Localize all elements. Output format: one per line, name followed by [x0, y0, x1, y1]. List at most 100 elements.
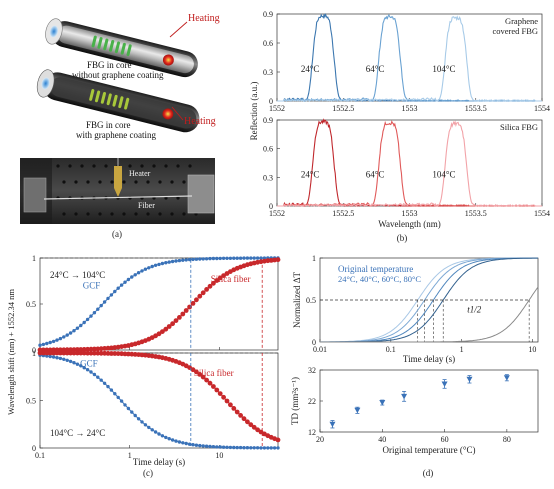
peak-temperature-label: 104°C: [432, 169, 455, 179]
data-point: [44, 350, 50, 356]
data-point: [78, 347, 84, 352]
data-point: [181, 441, 185, 445]
data-point: [275, 437, 281, 443]
table-hole: [134, 180, 138, 184]
y-tick-label: 1: [32, 254, 36, 263]
y-tick-label: 12: [308, 428, 316, 437]
data-point: [232, 445, 236, 450]
data-point: [150, 264, 154, 269]
x-tick-label: 1554: [534, 104, 550, 113]
data-point: [132, 352, 138, 357]
y-tick-label: 0: [32, 346, 36, 355]
data-point: [204, 377, 210, 383]
data-point: [200, 374, 206, 380]
table-hole: [122, 180, 126, 184]
data-point: [204, 444, 209, 448]
table-hole: [170, 212, 174, 216]
data-point: [211, 445, 216, 449]
y-tick-label: 0.6: [263, 145, 273, 154]
y-tick-label: 0.5: [26, 300, 36, 309]
table-hole: [176, 196, 180, 200]
x-tick-label: 80: [503, 435, 511, 444]
x-tick-label: 0.1: [35, 451, 45, 460]
data-point: [221, 445, 226, 449]
table-hole: [182, 180, 186, 184]
table-hole: [188, 164, 192, 168]
data-point: [109, 351, 114, 356]
data-point: [170, 321, 176, 327]
data-point: [180, 311, 186, 317]
data-point: [181, 258, 185, 262]
data-point: [235, 256, 239, 260]
data-point: [102, 346, 107, 351]
data-point: [269, 446, 273, 450]
data-point: [225, 445, 229, 449]
legend-title: Original temperature: [338, 264, 413, 274]
data-point: [221, 256, 226, 260]
x-tick-label: 1552: [269, 104, 285, 113]
data-point: [379, 400, 386, 406]
data-point: [51, 355, 56, 359]
data-point: [191, 257, 195, 262]
y-tick-label: 0.9: [263, 116, 273, 125]
data-point: [238, 413, 244, 418]
data-point: [64, 350, 70, 356]
data-point: [194, 257, 199, 261]
x-tick-label: 10: [528, 345, 536, 354]
fiber-without-graphene-illustration: Heating FBG in core without graphene coa…: [45, 13, 220, 80]
data-point: [249, 256, 253, 260]
data-point: [225, 256, 229, 260]
data-point: [153, 430, 158, 434]
table-hole: [140, 164, 144, 168]
chart-d-normalized-temperature: 0 0.5 1 0.01 0.1 1 10 Original temperature24°C,…: [292, 254, 539, 364]
data-point: [85, 350, 90, 356]
data-point: [126, 406, 131, 411]
table-hole: [68, 164, 72, 168]
peak-temperature-label: 64°C: [366, 169, 385, 179]
data-point: [197, 293, 203, 299]
data-point: [245, 256, 250, 260]
data-point: [116, 395, 120, 400]
x-tick-label: 1553.5: [465, 209, 487, 218]
data-point: [190, 301, 196, 306]
data-point: [92, 372, 97, 377]
data-point: [252, 446, 256, 450]
data-point: [113, 289, 117, 294]
data-point: [51, 350, 56, 356]
data-point: [157, 432, 161, 436]
data-point: [96, 307, 100, 311]
data-point: [242, 256, 246, 260]
spectrum-line-0: [277, 118, 542, 207]
data-point: [194, 443, 199, 447]
data-point: [85, 346, 90, 352]
x-tick-label: 1554: [534, 209, 550, 218]
data-point: [75, 362, 80, 366]
data-point: [68, 359, 73, 364]
data-point: [88, 350, 94, 356]
data-point: [228, 256, 233, 260]
data-point: [163, 326, 169, 332]
peak-temperature-label: 24°C: [301, 64, 320, 74]
data-point: [201, 444, 205, 448]
data-point: [503, 375, 510, 381]
chart-b-graphene: 0 0.3 0.6 0.9 1552 1552.5 1553 1553.5 1554 24°C 64…: [249, 10, 550, 140]
data-point: [259, 256, 263, 260]
table-hole: [146, 212, 150, 216]
data-point: [177, 258, 182, 263]
data-point: [173, 318, 179, 323]
panel-b-caption: (b): [397, 233, 408, 243]
data-point: [95, 346, 101, 352]
data-point: [200, 290, 206, 296]
data-point: [207, 283, 213, 289]
table-hole: [128, 164, 132, 168]
table-hole: [146, 180, 150, 184]
data-point: [201, 257, 205, 261]
direction-label: 24°C → 104°C: [50, 270, 105, 280]
fiber-bottom-label-line2: with graphene coating: [76, 130, 156, 140]
table-hole: [74, 212, 78, 216]
x-tick-label: 1553.5: [465, 104, 487, 113]
data-point: [129, 351, 135, 357]
data-point: [211, 280, 216, 286]
setup-photo: Heater Fiber: [20, 158, 215, 224]
table-hole: [86, 212, 90, 216]
